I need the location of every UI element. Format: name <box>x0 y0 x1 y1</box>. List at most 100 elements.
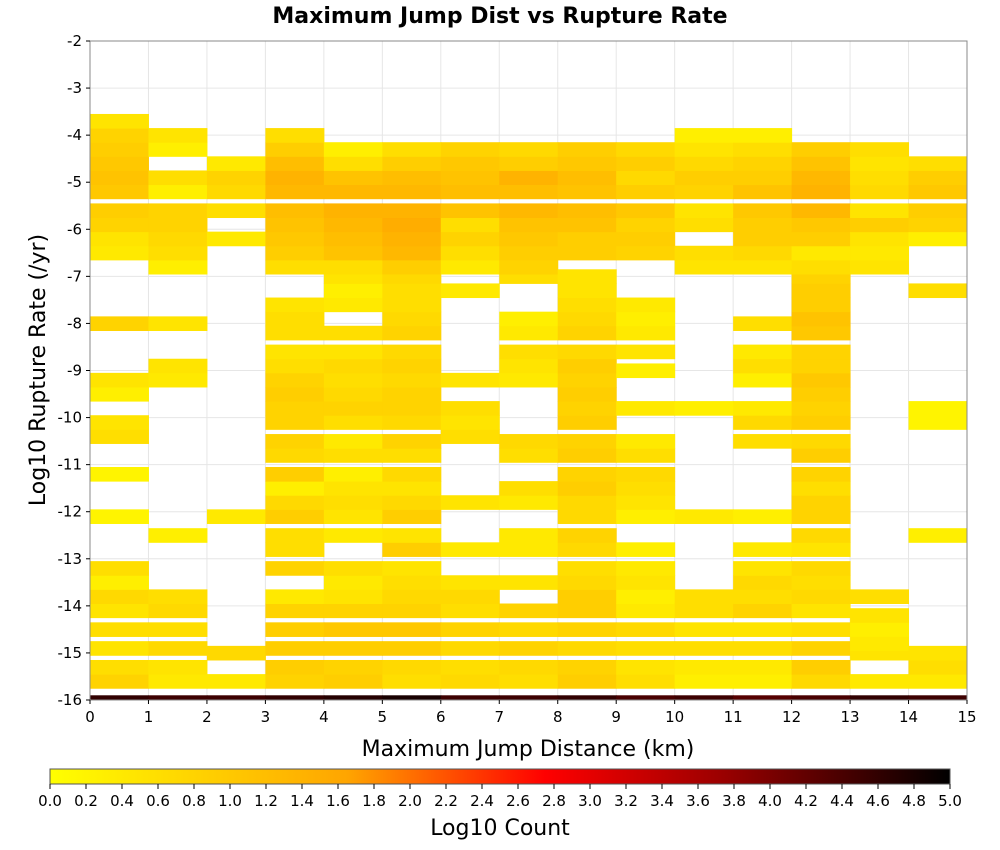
heatmap-cell <box>499 641 559 656</box>
y-axis-ticks: -2 -3 -4 -5 -6 -7 -8 -9 -10 -11 -12 -13 -14 -15 -16 <box>58 32 90 709</box>
heatmap-cell <box>206 203 266 219</box>
heatmap-cell <box>791 156 851 171</box>
colorbar-ticks: 0.0 0.2 0.4 0.6 0.8 1.0 1.2 1.4 1.6 1.8 2.0 2.2 2.4 2… <box>38 784 962 810</box>
heatmap-cell <box>440 142 500 157</box>
colorbar-tick-label: 3.6 <box>686 792 710 810</box>
heatmap-cell <box>90 113 149 129</box>
heatmap-cell <box>733 603 793 619</box>
heatmap-cell <box>382 695 442 701</box>
heatmap-cell <box>148 589 208 605</box>
heatmap-cell <box>557 231 617 247</box>
heatmap-cell <box>616 575 676 590</box>
heatmap-cell <box>557 203 617 219</box>
heatmap-cell <box>265 695 325 701</box>
heatmap-cell <box>557 589 617 605</box>
colorbar-tick-label: 2.4 <box>470 792 494 810</box>
y-tick-label: -11 <box>58 456 83 474</box>
heatmap-cell <box>616 481 676 496</box>
heatmap-cell <box>791 481 851 496</box>
heatmap-cell <box>557 466 617 482</box>
heatmap-cell <box>90 142 149 157</box>
heatmap-cell <box>733 170 793 186</box>
heatmap-cell <box>90 603 149 619</box>
heatmap-cell <box>440 603 500 619</box>
heatmap-cell <box>616 466 676 482</box>
x-tick-label: 15 <box>957 708 976 726</box>
heatmap-cell <box>908 695 968 701</box>
heatmap-cell <box>90 372 149 388</box>
heatmap-cell <box>616 509 676 524</box>
heatmap-cell <box>674 217 734 233</box>
heatmap-cell <box>557 184 617 200</box>
colorbar-tick-label: 4.2 <box>794 792 818 810</box>
heatmap-cell <box>265 622 325 637</box>
x-tick-label: 5 <box>378 708 388 726</box>
heatmap-cell <box>382 674 442 689</box>
colorbar-tick-label: 3.2 <box>614 792 638 810</box>
colorbar-tick-label: 1.2 <box>254 792 278 810</box>
heatmap-cell <box>440 245 500 261</box>
x-tick-label: 2 <box>202 708 212 726</box>
x-tick-label: 4 <box>319 708 329 726</box>
heatmap-cell <box>440 429 500 444</box>
heatmap-cell <box>499 142 559 157</box>
heatmap-cell <box>90 641 149 656</box>
heatmap-cell <box>616 622 676 637</box>
heatmap-cell <box>265 297 325 313</box>
colorbar-tick-label: 4.0 <box>758 792 782 810</box>
heatmap-cell <box>323 641 383 656</box>
heatmap-cell <box>791 695 851 701</box>
heatmap-cell <box>908 184 968 200</box>
heatmap-cell <box>265 401 325 416</box>
heatmap-cell <box>206 509 266 524</box>
heatmap-cell <box>674 659 734 675</box>
x-tick-label: 3 <box>261 708 271 726</box>
colorbar-tick-label: 3.0 <box>578 792 602 810</box>
heatmap-cell <box>382 415 442 430</box>
heatmap-cell <box>382 344 442 360</box>
heatmap-cell <box>382 434 442 449</box>
heatmap-cell <box>791 542 851 557</box>
heatmap-cell <box>733 561 793 576</box>
heatmap-cell <box>90 466 149 482</box>
y-tick-label: -12 <box>58 503 83 521</box>
x-tick-label: 0 <box>85 708 95 726</box>
heatmap-cell <box>323 259 383 275</box>
heatmap-cell <box>616 659 676 675</box>
heatmap-cell <box>148 659 208 675</box>
heatmap-cell <box>733 434 793 449</box>
heatmap-cell <box>265 481 325 496</box>
heatmap-cell <box>557 415 617 430</box>
heatmap-cell <box>148 603 208 619</box>
heatmap-cell <box>850 142 910 157</box>
heatmap-cell <box>382 259 442 275</box>
heatmap-cell <box>148 528 208 543</box>
heatmap-cell <box>90 156 149 171</box>
heatmap-cell <box>90 316 149 331</box>
heatmap-cell <box>440 217 500 233</box>
heatmap-cell <box>791 528 851 543</box>
x-axis-label: Maximum Jump Distance (km) <box>362 737 695 762</box>
colorbar-tick-label: 4.4 <box>830 792 854 810</box>
heatmap-cell <box>265 358 325 374</box>
heatmap-cell <box>323 448 383 463</box>
heatmap-cell <box>499 481 559 496</box>
heatmap-cell <box>908 231 968 247</box>
heatmap-cell <box>499 325 559 341</box>
heatmap-cell <box>382 372 442 388</box>
heatmap-cell <box>791 659 851 675</box>
heatmap-cell <box>323 297 383 313</box>
heatmap-cell <box>265 311 325 327</box>
colorbar <box>49 768 951 785</box>
heatmap-cell <box>265 509 325 524</box>
heatmap-cell <box>908 659 968 675</box>
y-tick-label: -10 <box>58 409 83 427</box>
heatmap-cell <box>206 645 266 661</box>
heatmap-cell <box>148 358 208 374</box>
heatmap-cell <box>908 217 968 233</box>
heatmap-cell <box>148 231 208 247</box>
heatmap-cell <box>674 128 734 143</box>
colorbar-tick-label: 4.6 <box>866 792 890 810</box>
heatmap-cell <box>440 695 500 701</box>
heatmap-cell <box>850 231 910 247</box>
